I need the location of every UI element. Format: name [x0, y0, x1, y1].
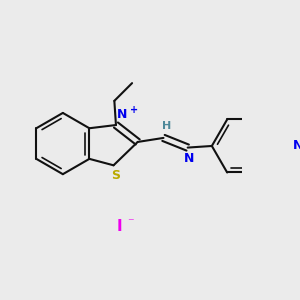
Text: S: S: [111, 169, 120, 182]
Text: I: I: [116, 219, 122, 234]
Text: N: N: [117, 108, 128, 121]
Text: ⁻: ⁻: [127, 216, 134, 229]
Text: N: N: [184, 152, 194, 165]
Text: H: H: [162, 121, 171, 131]
Text: N: N: [293, 140, 300, 152]
Text: +: +: [130, 105, 138, 115]
